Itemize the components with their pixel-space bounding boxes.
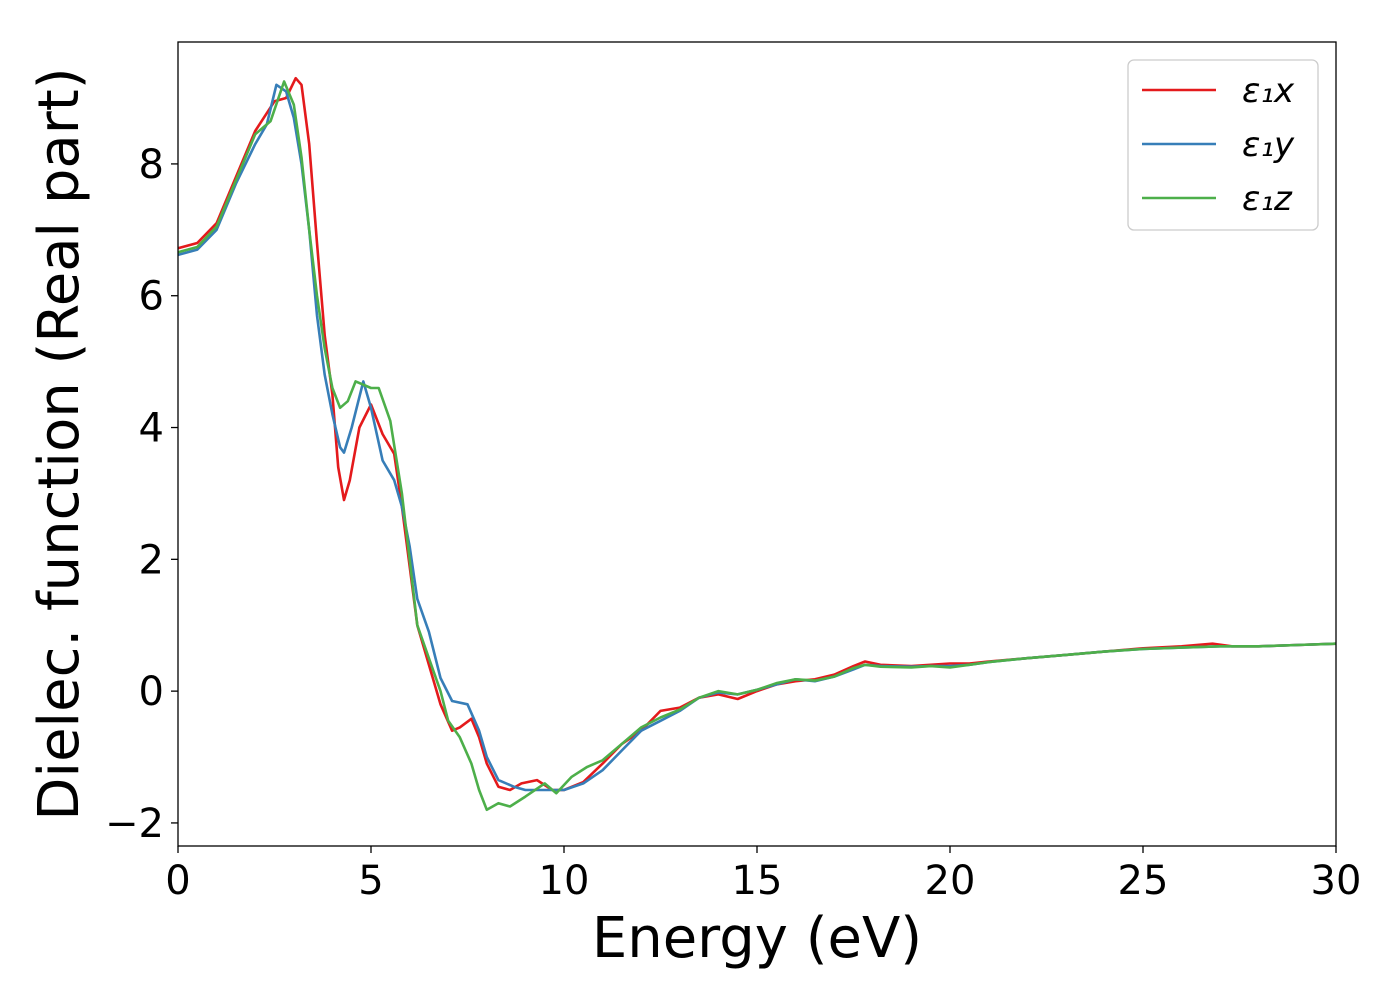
y-tick-label: −2 <box>105 801 164 847</box>
x-tick-label: 0 <box>165 858 190 904</box>
legend-label-3: ε₁z <box>1242 179 1293 219</box>
x-tick-label: 30 <box>1311 858 1362 904</box>
y-tick-label: 8 <box>139 142 164 188</box>
legend-box <box>1127 59 1319 231</box>
y-axis-label: Dielec. function (Real part) <box>27 67 92 820</box>
y-axis-ticks: −2 0 2 4 6 8 <box>105 142 178 847</box>
legend: ε₁x ε₁y ε₁z <box>1127 59 1319 231</box>
y-tick-label: 2 <box>139 537 164 583</box>
series-line-3 <box>177 80 1337 812</box>
y-tick-label: 0 <box>139 669 164 715</box>
x-tick-label: 25 <box>1118 858 1169 904</box>
y-tick-label: 6 <box>139 274 164 320</box>
legend-label-1: ε₁x <box>1242 71 1295 111</box>
x-tick-label: 20 <box>925 858 976 904</box>
x-axis-label: Energy (eV) <box>592 906 922 971</box>
series-layer <box>177 76 1337 812</box>
y-tick-label: 4 <box>139 406 164 452</box>
x-tick-label: 5 <box>358 858 383 904</box>
x-tick-label: 10 <box>539 858 590 904</box>
x-tick-label: 15 <box>732 858 783 904</box>
legend-label-2: ε₁y <box>1242 125 1295 165</box>
x-axis-ticks: 0 5 10 15 20 25 30 <box>165 846 1361 904</box>
